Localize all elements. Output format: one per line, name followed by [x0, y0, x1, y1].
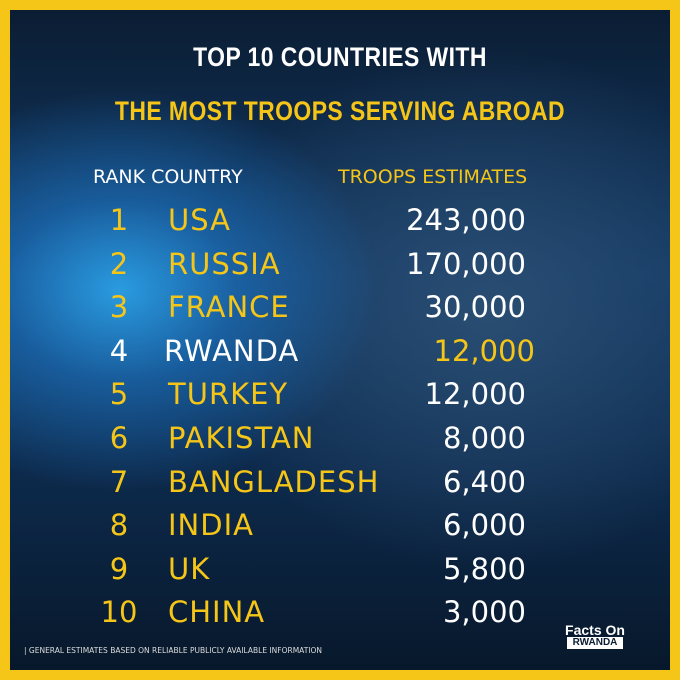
table-row: 7 BANGLADESH 6,400: [10, 465, 670, 505]
table-body: 1 USA 243,000 2 RUSSIA 170,000 3 FRANCE 30,000 4 R…: [10, 203, 670, 633]
rank: 8: [109, 508, 129, 543]
troops: 6,000: [442, 508, 526, 543]
country: UK: [168, 551, 211, 586]
country: USA: [168, 203, 232, 237]
rank: 5: [109, 377, 129, 412]
rank: 9: [109, 551, 129, 586]
logo-text: Facts On: [565, 622, 625, 638]
column-header: TROOPS ESTIMATES: [338, 166, 528, 188]
troops: 12,000: [433, 333, 535, 368]
troops: 12,000: [424, 377, 526, 412]
country: BANGLADESH: [168, 464, 380, 499]
table-row: 6 PAKISTAN 8,000: [10, 421, 670, 461]
troops: 170,000: [406, 246, 526, 281]
table-row: 9 UK 5,800: [10, 552, 670, 592]
rank: 1: [109, 203, 129, 237]
country: CHINA: [168, 595, 266, 630]
troops: 6,400: [442, 464, 526, 499]
troops: 8,000: [442, 421, 526, 455]
rank: 7: [109, 464, 129, 499]
troops: 30,000: [424, 290, 526, 325]
column-header: RANK COUNTRY: [93, 166, 243, 188]
table-row: 10 CHINA 3,000: [10, 595, 670, 635]
troops: 3,000: [442, 595, 526, 630]
country: RWANDA: [164, 333, 300, 368]
country: TURKEY: [168, 377, 289, 412]
table-row: 8 INDIA 6,000: [10, 508, 670, 548]
table-row: 4 RWANDA 12,000: [10, 334, 670, 374]
troops: 5,800: [442, 551, 526, 586]
rank: 3: [109, 290, 129, 325]
table-row: 1 USA 243,000: [10, 203, 670, 243]
title-line: TOP 10 COUNTRIES WITH: [193, 42, 487, 72]
country: INDIA: [168, 508, 254, 543]
troops: 243,000: [406, 203, 526, 237]
country: FRANCE: [168, 290, 290, 325]
logo: Facts On RWANDA: [553, 622, 637, 650]
logo-text: RWANDA: [567, 637, 623, 649]
rank: 6: [109, 421, 129, 455]
table-row: 2 RUSSIA 170,000: [10, 247, 670, 287]
table-row: 3 FRANCE 30,000: [10, 290, 670, 330]
table-row: 5 TURKEY 12,000: [10, 377, 670, 417]
rank: 2: [109, 246, 129, 281]
footer-note: | GENERAL ESTIMATES BASED ON RELIABLE PU…: [24, 646, 323, 655]
country: PAKISTAN: [168, 421, 315, 455]
title-line: THE MOST TROOPS SERVING ABROAD: [114, 96, 566, 126]
country: RUSSIA: [168, 246, 281, 281]
rank: 4: [109, 333, 129, 368]
rank: 10: [100, 595, 138, 630]
